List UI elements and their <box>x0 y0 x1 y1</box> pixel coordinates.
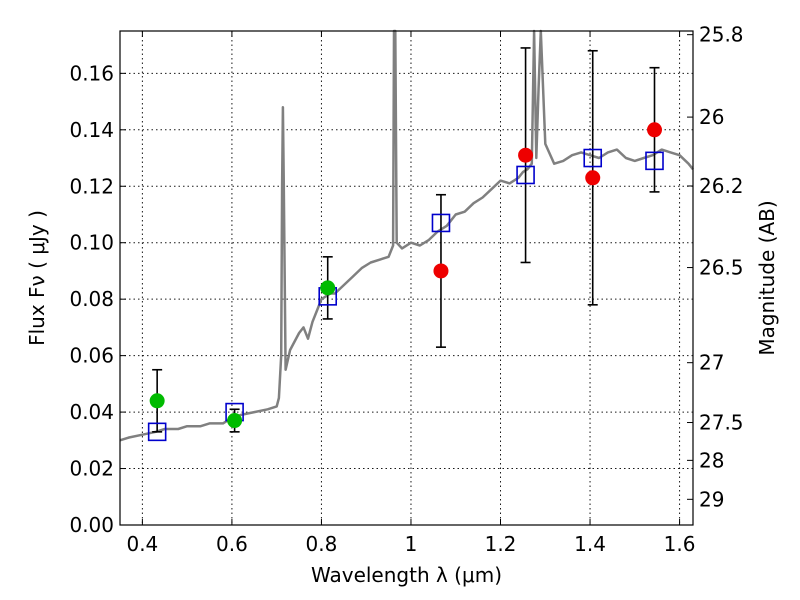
grid <box>120 31 693 526</box>
y-axis-label-right: Magnitude (AB) <box>755 200 779 355</box>
y-tick-label: 0.00 <box>69 513 114 537</box>
x-tick-label: 1.4 <box>574 532 606 556</box>
x-tick-label: 0.4 <box>126 532 158 556</box>
right-tick-label: 27 <box>699 351 724 375</box>
x-tick-label: 0.6 <box>216 532 248 556</box>
right-tick-label: 29 <box>699 487 724 511</box>
red-data-point <box>647 122 663 138</box>
y-tick-label: 0.14 <box>69 118 114 142</box>
red-data-point <box>433 263 449 279</box>
model-square-marker <box>147 422 167 442</box>
right-tick-label: 26.5 <box>699 256 744 280</box>
errorbar-layer <box>152 47 660 433</box>
right-tick-label: 26 <box>699 105 724 129</box>
model-square-marker <box>583 148 603 168</box>
green-data-point <box>149 393 165 409</box>
model-sed-layer <box>119 29 694 442</box>
model-square-marker <box>431 213 451 233</box>
red-data-point <box>585 170 601 186</box>
right-tick-label: 27.5 <box>699 411 744 435</box>
right-tick-label: 26.2 <box>699 174 744 198</box>
right-tick-label: 25.8 <box>699 23 744 47</box>
model-square-layer <box>147 148 664 442</box>
y-tick-label: 0.10 <box>69 231 114 255</box>
x-tick-label: 1.6 <box>664 532 696 556</box>
x-tick-label: 1.2 <box>485 532 517 556</box>
y-tick-label: 0.04 <box>69 400 114 424</box>
red-data-point <box>518 147 534 163</box>
right-tick-label: 28 <box>699 448 724 472</box>
x-tick-label: 1 <box>405 532 418 556</box>
y-axis-label: Flux Fν ( μJy ) <box>25 210 49 346</box>
tick-layer: 0.4 0.6 0.8 1 1.2 1.4 1.6 0.00 0.02 0.04 0.06 0.08 0… <box>69 23 743 556</box>
model-square-marker <box>516 165 535 185</box>
plot-frame <box>119 30 694 526</box>
y-tick-label: 0.06 <box>69 344 114 368</box>
green-data-point <box>227 413 243 429</box>
y-tick-label: 0.02 <box>69 457 114 481</box>
model-square-marker <box>645 151 664 171</box>
y-tick-label: 0.12 <box>69 174 114 198</box>
x-tick-label: 0.8 <box>306 532 338 556</box>
y-tick-label: 0.08 <box>69 287 114 311</box>
green-data-point <box>320 280 336 296</box>
y-tick-label: 0.16 <box>69 61 114 85</box>
model-sed-line <box>119 29 694 442</box>
photometry-point-layer <box>149 122 663 429</box>
x-axis-label: Wavelength λ (μm) <box>311 563 502 587</box>
